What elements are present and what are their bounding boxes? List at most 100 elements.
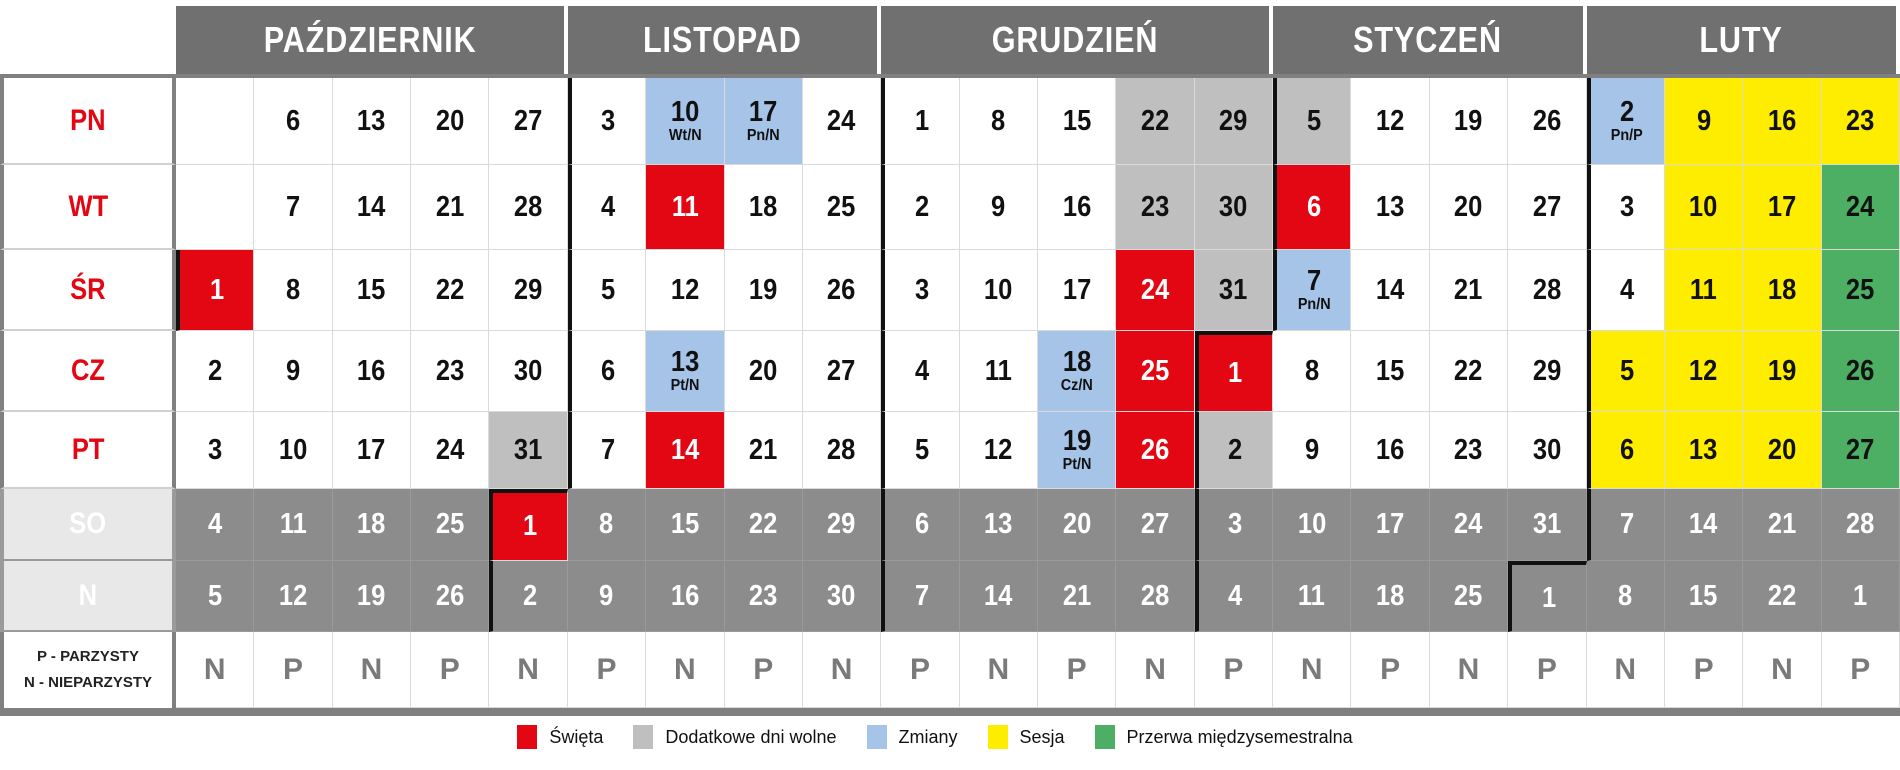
day-number: 17 (1062, 273, 1091, 306)
day-number: 8 (991, 104, 1006, 137)
month-name: LUTY (1699, 19, 1783, 60)
day-cell: 12 (1351, 78, 1430, 165)
day-cell: 15 (646, 489, 725, 561)
day-cell: 20 (724, 331, 803, 412)
day-number: 17 (749, 96, 778, 128)
week-parity: N (646, 632, 725, 708)
day-cell: 8 (1273, 331, 1352, 412)
day-number: 14 (1375, 273, 1405, 306)
day-cell: 7 (254, 165, 333, 250)
day-number: 17 (357, 433, 386, 466)
week-parity: N (1273, 632, 1352, 708)
parity-legend-line: P - PARZYSTY (37, 648, 139, 665)
day-cell: 15 (1664, 561, 1744, 632)
day-number: 7 (1306, 265, 1321, 297)
day-number: 21 (1062, 579, 1091, 612)
day-number: 21 (435, 190, 464, 223)
day-number: 19 (749, 273, 778, 306)
day-number: 5 (601, 273, 616, 306)
day-number: 27 (827, 354, 856, 387)
day-number: 30 (1532, 433, 1562, 466)
day-cell: 19 (1429, 78, 1509, 165)
day-cell: 5 (1273, 78, 1352, 165)
day-number: 15 (357, 273, 386, 306)
day-number: 28 (1532, 273, 1562, 306)
day-cell: 1 (1508, 561, 1587, 632)
weekday-text: PN (70, 103, 106, 137)
day-number: 22 (1454, 354, 1483, 387)
day-number: 14 (357, 190, 386, 223)
week-parity: P (567, 632, 647, 708)
day-cell: 11 (254, 489, 333, 561)
day-cell: 19 Pt/N (1038, 412, 1117, 489)
day-number: 25 (827, 190, 856, 223)
day-number: 26 (827, 273, 856, 306)
weekday-label: WT (0, 165, 176, 250)
day-cell: 27 (1116, 489, 1195, 561)
day-number: 12 (278, 579, 308, 612)
day-cell: 31 (1194, 250, 1274, 331)
day-number: 26 (1140, 433, 1170, 466)
day-number: 1 (523, 510, 538, 542)
day-cell: 12 (254, 561, 333, 632)
day-cell: 26 (411, 561, 490, 632)
parity-legend: P - PARZYSTY N - NIEPARZYSTY (0, 632, 176, 708)
day-cell: 8 (254, 250, 333, 331)
weekday-label: PN (0, 78, 176, 165)
day-cell: 19 (724, 250, 803, 331)
day-cell: 5 (1586, 331, 1665, 412)
day-cell: 22 (1429, 331, 1509, 412)
legend-swatch (1094, 725, 1115, 749)
day-number: 8 (1618, 579, 1633, 612)
day-cell: 10 (1273, 489, 1352, 561)
week-parity: N (489, 632, 568, 708)
day-cell: 26 (802, 250, 882, 331)
day-cell: 29 (802, 489, 882, 561)
day-cell: 14 (1664, 489, 1744, 561)
day-number: 1 (914, 104, 930, 137)
day-cell: 26 (1116, 412, 1195, 489)
day-number: 6 (914, 508, 930, 540)
day-number: 9 (1696, 104, 1711, 137)
weekday-label: PT (0, 412, 176, 489)
day-number: 18 (1767, 273, 1797, 306)
day-number: 2 (914, 190, 930, 223)
day-number: 11 (279, 508, 307, 540)
day-change-note: Cz/N (1060, 377, 1093, 394)
day-number: 13 (1375, 190, 1405, 223)
day-number: 7 (601, 433, 616, 466)
day-cell: 18 (1351, 561, 1430, 632)
day-number: 12 (670, 273, 700, 306)
legend-item: Zmiany (866, 725, 958, 749)
day-number: 28 (513, 190, 543, 223)
day-cell: 7 (567, 412, 647, 489)
day-number: 20 (749, 354, 778, 387)
day-cell: 10 Wt/N (646, 78, 725, 165)
day-cell: 28 (802, 412, 882, 489)
day-cell: 9 (567, 561, 647, 632)
day-cell: 29 (1508, 331, 1587, 412)
day-cell: 17 (332, 412, 412, 489)
day-change-note: Wt/N (668, 127, 702, 144)
day-cell: 26 (1821, 331, 1900, 412)
day-number: 6 (285, 104, 301, 137)
day-cell: 7 (1586, 489, 1665, 561)
day-cell: 21 (1038, 561, 1117, 632)
day-cell: 4 (567, 165, 647, 250)
day-change-note: Pt/N (1062, 456, 1092, 473)
day-number: 27 (1532, 190, 1562, 223)
day-cell: 8 (567, 489, 647, 561)
day-cell: 13 (959, 489, 1038, 561)
day-number: 5 (207, 579, 222, 612)
month-name: GRUDZIEŃ (991, 19, 1159, 60)
week-parity: N (802, 632, 882, 708)
day-cell: 2 (489, 561, 568, 632)
day-number: 2 (523, 579, 538, 612)
week-parity: N (1586, 632, 1665, 708)
day-cell: 5 (176, 561, 255, 632)
day-cell: 15 (1351, 331, 1430, 412)
day-cell: 25 (802, 165, 882, 250)
legend-item: Sesja (987, 725, 1065, 749)
day-number: 23 (435, 354, 464, 387)
day-number: 20 (1454, 190, 1483, 223)
